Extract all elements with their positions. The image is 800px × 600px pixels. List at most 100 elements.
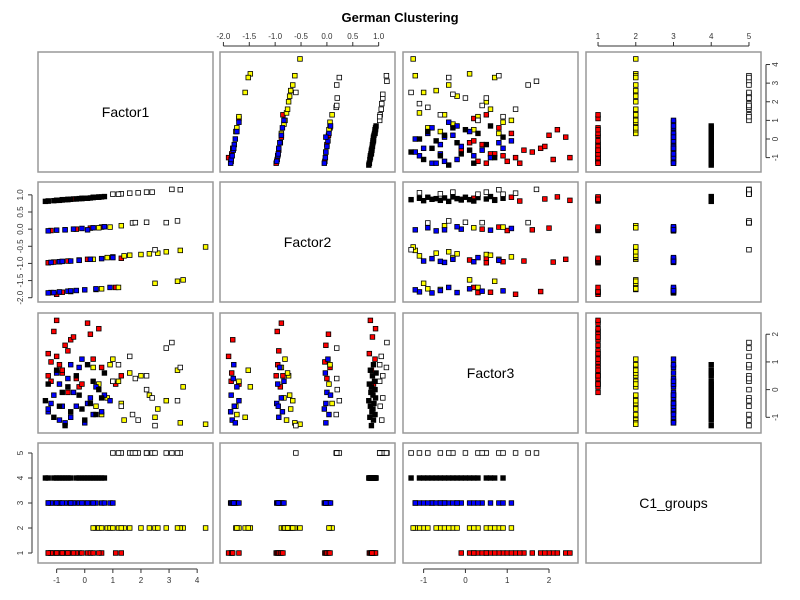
point (174, 218, 181, 224)
point (670, 227, 677, 233)
panel-border (219, 51, 396, 173)
point (73, 373, 80, 379)
point (384, 339, 390, 346)
point (517, 550, 523, 556)
point (746, 187, 752, 193)
point (334, 375, 340, 382)
point (135, 190, 141, 196)
point (110, 356, 116, 362)
point (595, 381, 601, 387)
point (234, 384, 240, 390)
point (322, 154, 329, 161)
point (500, 500, 506, 506)
tick-label: -1.5 (242, 32, 256, 41)
point (533, 78, 540, 84)
tick-label: 3 (16, 500, 25, 505)
point (367, 317, 374, 324)
point (446, 74, 452, 81)
point (323, 400, 329, 407)
point (500, 525, 506, 531)
point (90, 550, 96, 556)
point (491, 278, 498, 284)
point (425, 104, 431, 111)
point (466, 71, 473, 77)
point (115, 450, 122, 456)
point (633, 244, 639, 250)
point (416, 190, 423, 196)
point (372, 411, 378, 418)
panel-Factor1-vs-Factor2 (219, 51, 396, 173)
point (425, 225, 431, 231)
point (408, 475, 414, 481)
point (169, 339, 175, 346)
point (500, 475, 506, 481)
point (441, 158, 448, 165)
tick-label: 2 (771, 99, 780, 104)
panel-C1_groups-vs-Factor1 (37, 442, 214, 564)
point (670, 258, 677, 265)
point (595, 350, 601, 357)
point (425, 194, 431, 200)
point (59, 258, 65, 265)
point (746, 247, 752, 253)
point (454, 251, 460, 257)
point (273, 373, 279, 379)
point (479, 219, 485, 226)
point (321, 160, 328, 166)
tick-label: -1 (53, 576, 61, 585)
tick-label: -1.0 (16, 256, 25, 270)
variable-label: C1_groups (639, 495, 708, 511)
point (228, 370, 235, 376)
point (462, 95, 469, 101)
tick-label: 1.0 (16, 189, 25, 201)
point (51, 289, 57, 296)
point (73, 403, 80, 409)
point (670, 288, 677, 294)
point (93, 286, 99, 292)
point (437, 112, 444, 118)
point (595, 373, 601, 379)
point (76, 384, 82, 390)
point (746, 411, 752, 418)
point (425, 525, 431, 531)
point (115, 191, 122, 197)
point (110, 450, 116, 456)
point (633, 361, 639, 368)
point (45, 381, 51, 387)
point (487, 106, 494, 112)
point (416, 136, 423, 142)
point (98, 286, 105, 292)
point (84, 320, 91, 326)
point (670, 420, 677, 426)
point (542, 196, 548, 202)
tick-label: -1 (771, 154, 780, 162)
chart-title: German Clustering (341, 10, 459, 25)
point (546, 132, 552, 138)
point (546, 225, 552, 231)
point (76, 257, 82, 264)
point (446, 284, 452, 291)
point (433, 525, 439, 531)
point (290, 397, 296, 404)
tick-label: 2 (634, 32, 639, 41)
point (110, 378, 116, 385)
point (93, 403, 99, 409)
point (277, 364, 283, 371)
point (508, 117, 515, 124)
point (87, 395, 94, 401)
point (521, 258, 527, 264)
point (746, 417, 752, 423)
point (633, 106, 639, 112)
point (746, 403, 752, 409)
point (471, 138, 477, 144)
point (327, 123, 334, 129)
point (73, 287, 80, 294)
point (98, 255, 105, 262)
point (595, 317, 601, 324)
point (378, 106, 384, 112)
point (48, 359, 54, 365)
point (67, 258, 74, 264)
point (521, 147, 527, 153)
point (563, 256, 569, 263)
point (466, 286, 473, 292)
